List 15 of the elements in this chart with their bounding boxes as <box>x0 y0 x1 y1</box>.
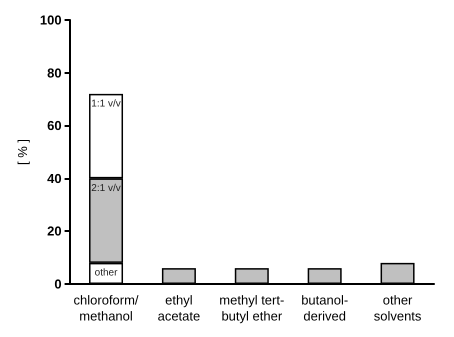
x-tick-label: butanol- derived <box>301 292 348 324</box>
series-label: 1:1 v/v <box>91 98 121 110</box>
x-tick-label: chloroform/ methanol <box>74 292 139 324</box>
y-tick-label: 60 <box>47 118 62 134</box>
series-label: 2:1 v/v <box>91 182 121 194</box>
x-tick-label: other solvents <box>374 292 422 324</box>
series-label: other <box>94 267 118 278</box>
y-tick-label: 20 <box>47 224 62 239</box>
y-tick-label: 100 <box>40 12 62 28</box>
y-tick-label: 40 <box>47 170 62 186</box>
x-tick-label: ethyl acetate <box>158 292 200 324</box>
y-tick-label: 80 <box>47 65 62 80</box>
x-tick-label: methyl tert- butyl ether <box>219 292 284 324</box>
y-tick-label: 0 <box>54 276 62 292</box>
y-axis-title: [ % ] <box>15 138 30 166</box>
